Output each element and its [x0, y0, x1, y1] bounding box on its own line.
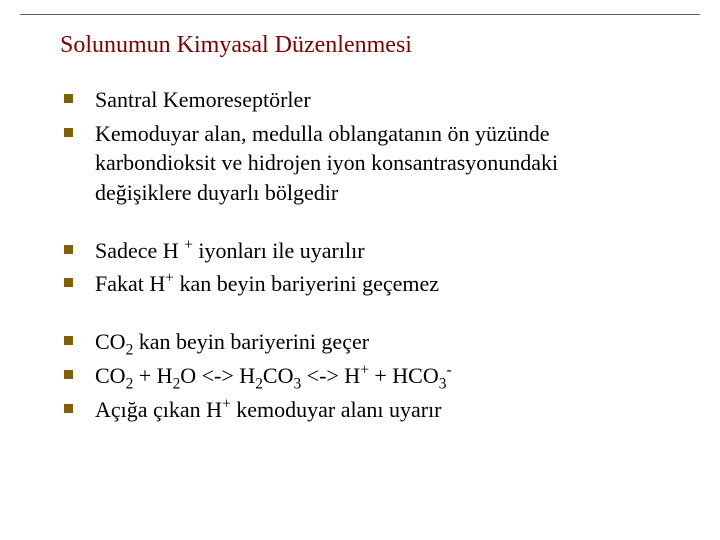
square-bullet-icon	[64, 94, 73, 103]
slide: Solunumun Kimyasal Düzenlenmesi Santral …	[0, 0, 720, 540]
square-bullet-icon	[64, 128, 73, 137]
square-bullet-icon	[64, 370, 73, 379]
list-item: Fakat H+ kan beyin bariyerini geçemez	[60, 269, 660, 299]
square-bullet-icon	[64, 404, 73, 413]
bullet-group: Santral Kemoreseptörler Kemoduyar alan, m…	[60, 85, 660, 208]
bullet-group: CO2 kan beyin bariyerini geçer CO2 + H2O …	[60, 327, 660, 424]
page-title: Solunumun Kimyasal Düzenlenmesi	[60, 32, 660, 59]
list-item: Santral Kemoreseptörler	[60, 85, 660, 115]
list-item: Kemoduyar alan, medulla oblangatanın ön …	[60, 119, 660, 208]
content: Santral Kemoreseptörler Kemoduyar alan, m…	[60, 85, 660, 424]
list-item-text: Santral Kemoreseptörler	[95, 85, 311, 115]
square-bullet-icon	[64, 245, 73, 254]
list-item-text: Sadece H + iyonları ile uyarılır	[95, 236, 365, 266]
bullet-group: Sadece H + iyonları ile uyarılırFakat H+…	[60, 236, 660, 299]
list-item-text: Fakat H+ kan beyin bariyerini geçemez	[95, 269, 439, 299]
square-bullet-icon	[64, 336, 73, 345]
top-rule	[20, 14, 700, 15]
list-item: CO2 + H2O <-> H2CO3 <-> H+ + HCO3-	[60, 361, 660, 391]
list-item-text: CO2 kan beyin bariyerini geçer	[95, 327, 369, 357]
list-item: Sadece H + iyonları ile uyarılır	[60, 236, 660, 266]
list-item: CO2 kan beyin bariyerini geçer	[60, 327, 660, 357]
list-item: Açığa çıkan H+ kemoduyar alanı uyarır	[60, 395, 660, 425]
list-item-text: CO2 + H2O <-> H2CO3 <-> H+ + HCO3-	[95, 361, 452, 391]
list-item-text: Açığa çıkan H+ kemoduyar alanı uyarır	[95, 395, 442, 425]
list-item-text: Kemoduyar alan, medulla oblangatanın ön …	[95, 119, 660, 208]
square-bullet-icon	[64, 278, 73, 287]
